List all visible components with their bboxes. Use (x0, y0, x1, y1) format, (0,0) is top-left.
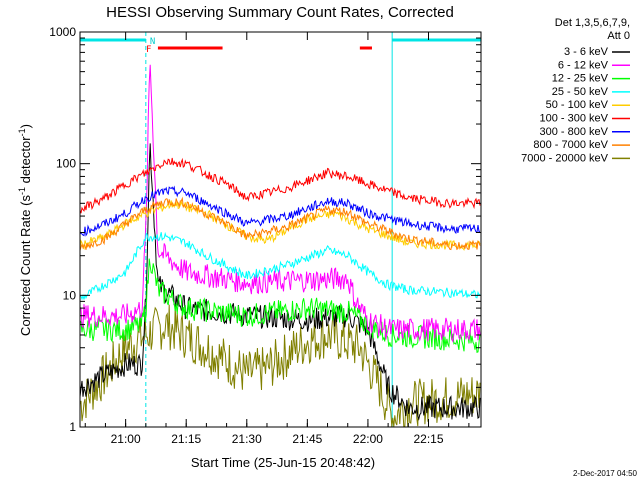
series-line-5 (79, 157, 481, 214)
legend-header-1: Det 1,3,5,6,7,9, (555, 17, 630, 29)
y-tick-label-2: 100 (56, 157, 76, 171)
y-axis-label-mid: detector (18, 136, 33, 187)
y-axis: 1 10 100 1000 (49, 25, 481, 434)
x-tick-label-4: 22:00 (353, 432, 383, 446)
flare-flag-label: F (146, 45, 151, 55)
x-axis: 21:00 21:15 21:30 21:45 22:00 22:15 (84, 32, 470, 446)
y-axis-label: Corrected Count Rate (s-1 detector-1) (17, 124, 33, 336)
legend-label-8: 7000 - 20000 keV (521, 152, 609, 164)
x-axis-label: Start Time (25-Jun-15 20:48:42) (191, 455, 375, 470)
plot-area: FN (79, 32, 482, 428)
y-axis-label-sup2: -1 (17, 128, 27, 136)
legend-label-7: 800 - 7000 keV (533, 139, 608, 151)
x-tick-label-1: 21:15 (171, 432, 201, 446)
legend-label-5: 100 - 300 keV (540, 113, 609, 125)
y-tick-label-1: 10 (63, 288, 77, 302)
series-line-2 (79, 258, 481, 354)
chart-title: HESSI Observing Summary Count Rates, Cor… (106, 4, 454, 21)
x-tick-label-0: 21:00 (111, 432, 141, 446)
series-line-0 (79, 143, 481, 421)
footer-timestamp: 2-Dec-2017 04:50 (573, 469, 638, 478)
legend-header-2: Att 0 (607, 30, 630, 42)
series-line-3 (79, 231, 481, 301)
legend-label-1: 6 - 12 keV (558, 59, 609, 71)
series-line-1 (79, 64, 481, 344)
series-line-6 (79, 185, 481, 237)
series-line-7 (79, 196, 481, 251)
legend-label-4: 50 - 100 keV (546, 99, 609, 111)
legend-label-6: 300 - 800 keV (540, 126, 609, 138)
night-flag-label: N (150, 37, 155, 47)
series-line-4 (79, 199, 481, 251)
legend-label-0: 3 - 6 keV (564, 46, 609, 58)
x-tick-label-3: 21:45 (292, 432, 322, 446)
y-axis-label-main: Corrected Count Rate (s (18, 195, 33, 336)
legend-label-3: 25 - 50 keV (552, 86, 609, 98)
x-tick-label-2: 21:30 (232, 432, 262, 446)
plot-frame (79, 31, 482, 428)
x-tick-label-5: 22:15 (413, 432, 443, 446)
series-line-8 (79, 304, 481, 428)
y-axis-label-sup1: -1 (17, 187, 27, 195)
y-tick-label-0: 1 (69, 420, 76, 434)
y-axis-label-end: ) (18, 124, 33, 128)
legend-label-2: 12 - 25 keV (552, 73, 609, 85)
y-tick-label-3: 1000 (49, 25, 76, 39)
